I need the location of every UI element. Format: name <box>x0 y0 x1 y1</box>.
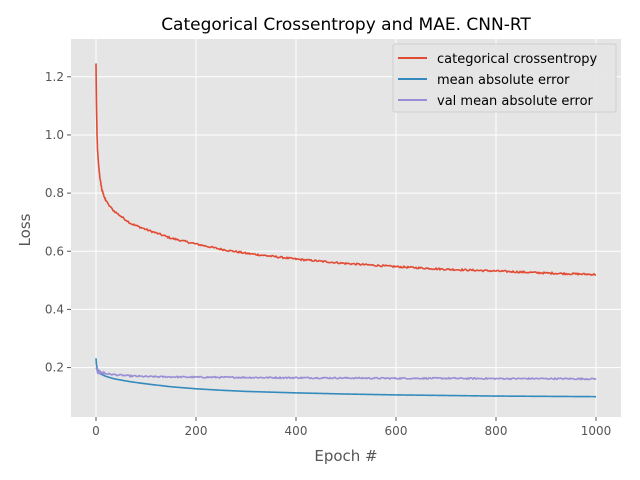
y-tick-label: 0.4 <box>45 302 64 316</box>
legend: categorical crossentropy mean absolute er… <box>392 43 617 113</box>
y-axis-label: Loss <box>16 213 34 246</box>
x-tick-label: 800 <box>485 424 508 438</box>
x-tick-label: 200 <box>185 424 208 438</box>
legend-entry-mean-absolute-error: mean absolute error <box>437 73 570 88</box>
y-axis-ticks: 0.2 0.4 0.6 0.8 1.0 1.2 <box>45 70 71 375</box>
legend-entry-categorical-crossentropy: categorical crossentropy <box>437 52 598 67</box>
x-tick-label: 600 <box>385 424 408 438</box>
x-tick-label: 1000 <box>581 424 612 438</box>
x-axis-ticks: 0 200 400 600 800 1000 <box>92 417 611 438</box>
y-tick-label: 1.2 <box>45 70 64 84</box>
mean-absolute-error-line <box>95 358 597 398</box>
x-tick-label: 400 <box>285 424 308 438</box>
chart-title: Categorical Crossentropy and MAE. CNN-RT <box>161 15 531 35</box>
legend-entry-val-mean-absolute-error: val mean absolute error <box>437 94 594 109</box>
x-tick-label: 0 <box>92 424 100 438</box>
y-tick-label: 0.2 <box>45 361 64 375</box>
y-tick-label: 1.0 <box>45 128 64 142</box>
y-tick-label: 0.6 <box>45 244 64 258</box>
x-axis-label: Epoch # <box>314 447 377 465</box>
y-tick-label: 0.8 <box>45 186 64 200</box>
series-lines <box>95 63 597 398</box>
val-mean-absolute-error-line <box>95 367 597 381</box>
categorical-crossentropy-line <box>95 63 597 277</box>
legend-box <box>392 43 617 113</box>
